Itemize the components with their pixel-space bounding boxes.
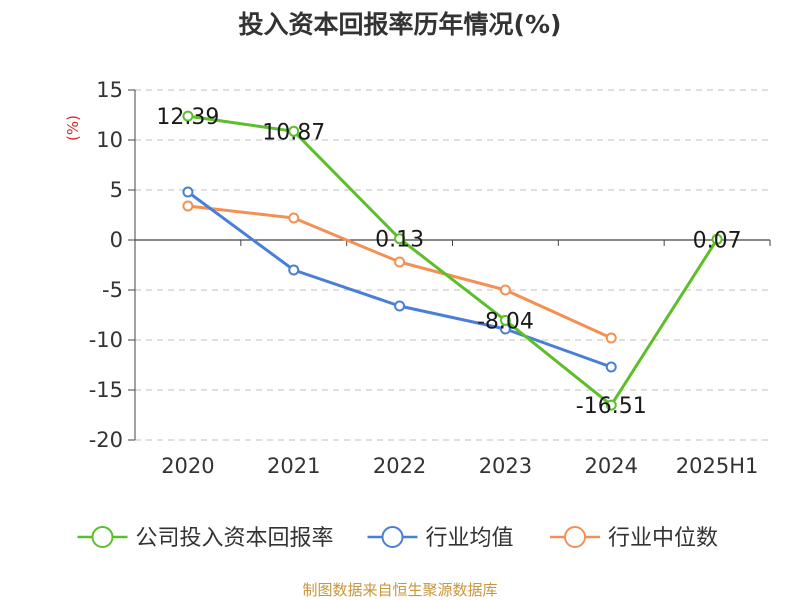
data-point: [394, 233, 406, 245]
legend-marker: [381, 526, 404, 548]
data-point: [182, 186, 194, 198]
y-axis-unit-label: (%): [64, 115, 82, 141]
data-label: -16.51: [576, 394, 647, 419]
series-line: [187, 114, 719, 407]
data-point: [182, 200, 194, 212]
data-label: 10.87: [262, 120, 325, 145]
series-line: [187, 204, 612, 340]
series-lines: [182, 110, 723, 411]
x-tick-label: 2021: [267, 454, 320, 478]
legend-label: 行业中位数: [608, 526, 718, 551]
data-point: [288, 212, 300, 224]
x-tick-label: 2024: [585, 454, 638, 478]
data-point: [605, 361, 617, 373]
legend-marker: [91, 526, 114, 548]
x-tick-label: 2025H1: [676, 454, 759, 478]
data-label: 0.13: [375, 228, 424, 253]
y-tick-label: -5: [102, 278, 123, 302]
legend-marker: [564, 526, 586, 548]
data-point: [288, 125, 300, 137]
x-tick-label: 2020: [161, 454, 214, 478]
data-point: [605, 332, 617, 344]
y-tick-label: 0: [110, 228, 123, 252]
x-tick-label: 2023: [479, 454, 532, 478]
y-tick-label: 5: [110, 178, 123, 202]
y-tick-label: -10: [89, 328, 123, 352]
source-note: 制图数据来自恒生聚源数据库: [302, 581, 497, 599]
legend-label: 行业均值: [426, 526, 514, 551]
chart-title: 投入资本回报率历年情况(%): [239, 10, 562, 39]
data-label: 12.39: [156, 105, 219, 130]
data-label: -8.04: [477, 309, 534, 334]
data-point: [499, 284, 511, 296]
series-line: [187, 190, 612, 369]
data-point: [711, 233, 723, 245]
y-tick-label: 10: [96, 128, 123, 152]
legend: 公司投入资本回报率 行业均值 行业中位数: [77, 526, 718, 551]
y-tick-label: 15: [96, 78, 123, 102]
data-point: [288, 264, 300, 276]
y-tick-label: -20: [89, 428, 123, 452]
data-labels: 12.39 10.87 0.13 -8.04 -16.51 0.07: [156, 105, 741, 419]
data-point: [605, 399, 617, 411]
data-label: 0.07: [693, 228, 742, 253]
axes: 15 10 5 0 -5 -10 -15 -20 2020 2021 2022 2023 2024 202…: [89, 78, 771, 478]
data-point: [499, 314, 511, 326]
data-point: [394, 300, 406, 312]
gridlines: [135, 89, 770, 441]
data-point: [182, 110, 194, 122]
data-point: [394, 256, 406, 268]
x-tick-label: 2022: [373, 454, 426, 478]
y-tick-label: -15: [89, 378, 123, 402]
legend-label: 公司投入资本回报率: [136, 526, 334, 551]
